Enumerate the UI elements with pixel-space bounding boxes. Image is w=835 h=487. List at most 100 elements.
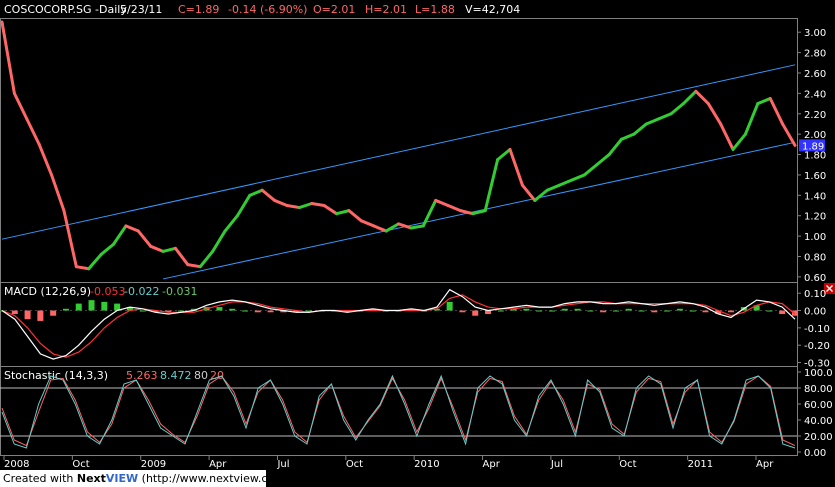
macd-histogram-bar bbox=[139, 310, 146, 312]
macd-line bbox=[1, 288, 796, 360]
stoch-legend-k: 5.263 bbox=[126, 369, 158, 382]
stoch-axis-tick-label: 100.0 bbox=[804, 368, 833, 379]
channel-line bbox=[1, 64, 796, 240]
price-bar bbox=[149, 244, 165, 253]
price-axis-tick-label: 1.40 bbox=[804, 191, 826, 202]
footer-credit: Created with NextVIEW (http://www.nextvi… bbox=[0, 470, 289, 487]
macd-legend-hist: -0.031 bbox=[162, 285, 197, 298]
close-x-icon[interactable] bbox=[824, 283, 835, 294]
price-bar bbox=[211, 229, 227, 253]
price-bar bbox=[607, 137, 624, 157]
price-bar bbox=[545, 183, 562, 192]
price-bar bbox=[434, 198, 450, 208]
price-bar bbox=[768, 96, 785, 126]
price-bar bbox=[198, 249, 215, 269]
price-axis-tick-label: 0.80 bbox=[804, 253, 826, 264]
price-bar bbox=[582, 163, 599, 177]
macd-histogram-bar bbox=[433, 308, 440, 311]
x-tick-label: Apr bbox=[209, 459, 227, 470]
macd-histogram-bar bbox=[779, 310, 786, 314]
price-bar bbox=[496, 147, 512, 162]
price-bar bbox=[384, 222, 400, 233]
price-bar bbox=[632, 122, 648, 136]
macd-histogram-bar bbox=[50, 310, 57, 316]
stoch-axis-tick-label: 20.00 bbox=[804, 432, 833, 443]
macd-histogram-bar bbox=[689, 310, 696, 312]
macd-histogram-bar bbox=[766, 310, 773, 312]
price-axis-tick-label: 2.00 bbox=[804, 130, 826, 141]
macd-histogram-bar bbox=[190, 308, 197, 311]
high-value: H=2.01 bbox=[365, 3, 407, 16]
stoch-legend-upper: 80 bbox=[194, 369, 208, 382]
panel-frames bbox=[0, 18, 798, 456]
macd-histogram-bar bbox=[574, 308, 581, 311]
x-tick-label: Oct bbox=[619, 459, 636, 470]
price-axis-tick-label: 1.00 bbox=[804, 232, 826, 243]
price-axis-tick-label: 2.60 bbox=[804, 69, 826, 80]
macd-histogram-bar bbox=[24, 310, 31, 320]
price-axis-tick-label: 0.60 bbox=[804, 273, 826, 284]
macd-legend-label: MACD (12,26,9) bbox=[4, 285, 91, 298]
macd-axis-tick-label: 0.00 bbox=[804, 307, 826, 318]
price-bar bbox=[297, 201, 314, 210]
stoch-k-line bbox=[1, 374, 796, 449]
macd-histogram-bar bbox=[485, 310, 492, 314]
macd-axis-tick-label: 0.10 bbox=[804, 289, 826, 300]
price-bar bbox=[359, 219, 376, 228]
price-bar bbox=[12, 91, 29, 121]
price-bar bbox=[335, 209, 351, 216]
macd-histogram-bar bbox=[101, 301, 108, 311]
price-bar bbox=[124, 224, 140, 233]
open-value: O=2.01 bbox=[313, 3, 355, 16]
price-bar bbox=[508, 147, 524, 187]
symbol-label: COSCOCORP.SG -Daily bbox=[4, 3, 127, 16]
x-tick-label: Jul bbox=[276, 459, 289, 470]
price-panel: 3.00 2.80 2.60 2.40 2.20 2.00 1.80 1.60 1.40 1.20… bbox=[0, 20, 826, 284]
price-bar bbox=[657, 112, 673, 121]
price-bar bbox=[285, 204, 301, 210]
macd-histogram-bar bbox=[75, 303, 82, 311]
price-bar bbox=[74, 265, 91, 271]
macd-axis-tick-label: -0.10 bbox=[804, 324, 830, 335]
price-bar bbox=[694, 89, 710, 106]
x-tick-label: 2009 bbox=[141, 459, 166, 470]
price-bar bbox=[186, 263, 202, 269]
macd-histogram-bar bbox=[267, 310, 274, 313]
volume-value: V=42,704 bbox=[465, 3, 520, 16]
price-axis-tick-label: 3.00 bbox=[804, 28, 826, 39]
stoch-d-line bbox=[1, 375, 796, 447]
macd-histogram-bar bbox=[792, 310, 798, 316]
price-bar bbox=[62, 209, 78, 269]
macd-histogram-bar bbox=[344, 310, 351, 313]
x-tick-label: 2010 bbox=[414, 459, 439, 470]
price-bar bbox=[706, 102, 723, 126]
macd-histogram-bar bbox=[229, 308, 236, 311]
macd-histogram-bar bbox=[126, 307, 133, 311]
macd-panel: 0.10 0.00 -0.10 -0.20 -0.30 bbox=[0, 288, 830, 370]
price-bar bbox=[37, 142, 54, 177]
macd-histogram-bar bbox=[280, 310, 287, 313]
x-tick-label: 2011 bbox=[688, 459, 713, 470]
stoch-legend-d: 8.472 bbox=[160, 369, 192, 382]
last-price-label: 1.89 bbox=[802, 141, 824, 152]
macd-histogram-bar bbox=[178, 310, 185, 312]
stochastic-panel: 100.0 80.00 60.00 40.00 20.00 0.00 bbox=[0, 368, 833, 459]
low-value: L=1.88 bbox=[415, 3, 455, 16]
price-bar bbox=[273, 198, 289, 208]
macd-histogram-bar bbox=[305, 310, 312, 312]
price-bar bbox=[421, 198, 438, 228]
price-bar bbox=[136, 229, 153, 248]
macd-histogram-bar bbox=[536, 310, 543, 312]
macd-histogram-bar bbox=[676, 308, 683, 311]
macd-histogram-bar bbox=[293, 310, 300, 313]
price-bar bbox=[161, 246, 177, 253]
price-bar bbox=[681, 89, 698, 106]
close-value: C=1.89 bbox=[178, 3, 219, 16]
macd-histogram-bar bbox=[37, 310, 44, 321]
price-bar bbox=[50, 173, 66, 213]
macd-histogram-bar bbox=[600, 310, 607, 313]
x-tick-label: 2008 bbox=[4, 459, 29, 470]
last-price-tag bbox=[799, 139, 825, 152]
price-bar bbox=[173, 246, 190, 267]
macd-histogram-bar bbox=[587, 310, 594, 312]
